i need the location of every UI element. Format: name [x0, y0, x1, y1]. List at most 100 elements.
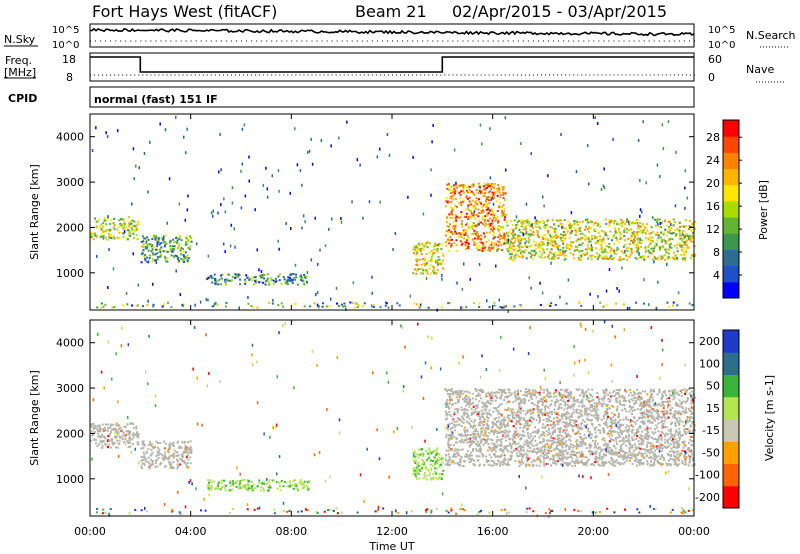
power-echo-cell — [164, 257, 167, 260]
power-echo-cell — [130, 222, 133, 225]
power-echo-cell — [653, 256, 656, 259]
velocity-echo-cell — [561, 454, 564, 457]
power-echo-cell — [676, 304, 679, 307]
power-echo-cell — [455, 215, 458, 218]
power-echo-cell — [156, 252, 159, 255]
power-echo-cell — [470, 190, 473, 193]
velocity-echo-cell — [519, 398, 522, 401]
velocity-echo-cell — [587, 449, 590, 452]
power-echo-cell — [472, 214, 475, 217]
velocity-echo-cell — [98, 425, 101, 428]
power-echo-cell — [154, 238, 157, 241]
power-echo-cell — [155, 248, 158, 251]
power-echo-cell — [437, 244, 440, 247]
velocity-echo-cell — [425, 474, 428, 477]
power-echo-cell — [595, 247, 598, 250]
velocity-echo-cell — [536, 443, 539, 446]
power-echo-cell — [121, 304, 124, 307]
velocity-echo-cell — [261, 482, 264, 485]
power-echo-cell — [667, 227, 670, 230]
velocity-echo-cell — [576, 398, 579, 401]
power-echo-cell — [256, 306, 259, 309]
power-echo-cell — [91, 149, 94, 153]
power-echo-cell — [663, 254, 666, 257]
velocity-echo-cell — [291, 484, 294, 487]
velocity-echo-cell — [547, 449, 550, 452]
power-echo-cell — [461, 225, 464, 228]
power-echo-cell — [633, 240, 636, 243]
power-echo-cell — [284, 282, 287, 285]
velocity-echo-cell — [122, 431, 125, 434]
velocity-echo-cell — [616, 431, 619, 434]
power-echo-cell — [507, 241, 509, 245]
velocity-echo-cell — [514, 396, 517, 399]
power-echo-cell — [217, 170, 220, 174]
velocity-echo-cell — [518, 415, 521, 418]
power-echo-cell — [438, 258, 441, 261]
power-echo-cell — [482, 232, 485, 235]
power-echo-cell — [419, 249, 422, 252]
velocity-echo-cell — [415, 477, 418, 480]
power-echo-cell — [607, 257, 610, 260]
power-echo-cell — [416, 258, 419, 261]
power-echo-cell — [277, 275, 280, 278]
velocity-echo-cell — [636, 388, 639, 391]
power-echo-cell — [309, 305, 312, 308]
velocity-echo-cell — [543, 426, 546, 429]
power-echo-cell — [482, 210, 485, 213]
velocity-echo-cell — [590, 404, 593, 407]
power-echo-cell — [494, 243, 497, 246]
velocity-echo-cell — [641, 462, 644, 465]
power-echo-cell — [415, 272, 418, 275]
power-echo-cell — [608, 268, 611, 272]
power-echo-cell — [670, 226, 673, 229]
velocity-echo-cell — [638, 416, 641, 419]
velocity-echo-cell — [683, 400, 686, 403]
velocity-echo-cell — [520, 406, 523, 409]
velocity-echo-cell — [524, 413, 527, 416]
velocity-echo-cell — [449, 433, 452, 436]
velocity-echo-cell — [101, 444, 104, 447]
power-echo-cell — [241, 127, 244, 131]
velocity-echo-cell — [618, 435, 621, 438]
power-echo-cell — [478, 185, 481, 188]
velocity-echo-cell — [608, 440, 611, 443]
velocity-echo-cell — [207, 486, 210, 489]
velocity-echo-cell — [644, 452, 647, 455]
velocity-echo-cell — [591, 395, 594, 398]
power-echo-cell — [548, 242, 551, 245]
power-echo-cell — [448, 188, 451, 191]
velocity-echo-cell — [542, 438, 545, 441]
velocity-echo-cell — [675, 411, 678, 414]
power-echo-cell — [603, 250, 606, 253]
power-echo-cell — [233, 277, 236, 280]
power-echo-cell — [134, 224, 137, 227]
velocity-echo-cell — [481, 405, 484, 408]
velocity-echo-cell — [166, 449, 169, 452]
velocity-echo-cell — [610, 450, 613, 453]
velocity-echo-cell — [544, 425, 547, 428]
velocity-echo-cell — [218, 488, 221, 491]
velocity-echo-cell — [239, 480, 242, 483]
velocity-echo-cell — [108, 440, 111, 443]
power-echo-cell — [553, 255, 556, 258]
power-echo-cell — [363, 302, 366, 305]
power-echo-cell — [317, 306, 320, 309]
power-echo-cell — [551, 256, 554, 259]
power-echo-cell — [672, 224, 675, 227]
power-echo-cell — [585, 251, 588, 254]
power-echo-cell — [655, 306, 658, 309]
power-echo-cell — [239, 283, 242, 286]
power-echo-cell — [484, 235, 487, 238]
power-echo-cell — [528, 222, 531, 225]
velocity-echo-cell — [560, 445, 563, 448]
velocity-echo-cell — [628, 453, 631, 456]
velocity-echo-cell — [225, 484, 228, 487]
velocity-echo-cell — [540, 433, 543, 436]
power-echo-cell — [328, 227, 330, 231]
power-echo-cell — [480, 241, 483, 244]
power-echo-cell — [594, 116, 596, 120]
power-echo-cell — [600, 243, 603, 246]
power-echo-cell — [640, 230, 643, 233]
power-echo-cell — [493, 241, 496, 244]
